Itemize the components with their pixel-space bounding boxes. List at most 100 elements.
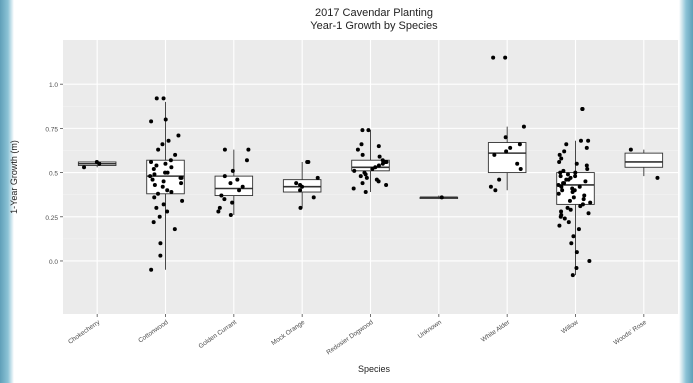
x-tick-label: Unknown <box>417 319 444 340</box>
data-point <box>246 147 251 152</box>
data-point <box>488 184 493 189</box>
data-point <box>351 186 356 191</box>
data-point <box>574 266 579 271</box>
data-point <box>557 159 562 164</box>
data-point <box>150 177 155 182</box>
data-point <box>558 170 563 175</box>
data-point <box>497 177 502 182</box>
data-point <box>222 174 227 179</box>
data-point <box>556 182 561 187</box>
data-point <box>508 145 513 150</box>
data-point <box>230 200 235 205</box>
data-point <box>560 188 565 193</box>
data-point <box>228 181 233 186</box>
data-point <box>566 177 571 182</box>
data-point <box>219 193 224 198</box>
data-point <box>148 174 153 179</box>
data-point <box>567 198 572 203</box>
data-point <box>165 209 170 214</box>
data-point <box>298 205 303 210</box>
data-point <box>377 154 382 159</box>
data-point <box>152 182 157 187</box>
data-point <box>564 142 569 147</box>
x-axis-ticks: Chokecherry Cottonwood Golden Currant Mock … <box>67 314 648 356</box>
data-point <box>573 174 578 179</box>
data-point <box>586 138 591 143</box>
data-point <box>492 152 497 157</box>
data-point <box>574 250 579 255</box>
data-point <box>565 172 570 177</box>
data-point <box>172 227 177 232</box>
y-tick-label: 0.5 <box>49 171 58 178</box>
data-point <box>160 184 165 189</box>
data-point <box>149 159 154 164</box>
data-point <box>580 106 585 111</box>
box-iqr <box>146 159 185 195</box>
data-point <box>517 142 522 147</box>
data-point <box>518 167 523 172</box>
data-point <box>584 145 589 150</box>
data-point <box>363 172 368 177</box>
data-point <box>556 191 561 196</box>
data-point <box>165 188 170 193</box>
data-point <box>384 182 389 187</box>
data-point <box>311 195 316 200</box>
data-point <box>583 179 588 184</box>
data-point <box>240 184 245 189</box>
data-point <box>161 96 166 101</box>
data-point <box>315 175 320 180</box>
data-point <box>149 267 154 272</box>
data-point <box>169 190 174 195</box>
data-point <box>152 172 157 177</box>
x-tick-label: Chokecherry <box>67 318 102 345</box>
data-point <box>228 213 233 218</box>
data-point <box>156 147 161 152</box>
box-iqr <box>351 159 390 172</box>
box-iqr <box>214 175 254 197</box>
data-point <box>166 138 171 143</box>
data-point <box>439 195 444 200</box>
data-point <box>559 209 564 214</box>
x-tick-label: Mock Orange <box>270 319 306 347</box>
data-point <box>222 147 227 152</box>
data-point <box>588 200 593 205</box>
y-axis-label: 1-Year Growth (m) <box>9 140 19 214</box>
data-point <box>163 161 168 166</box>
data-point <box>557 152 562 157</box>
data-point <box>655 175 660 180</box>
x-tick-label: Willow <box>560 319 580 336</box>
data-point <box>578 204 583 209</box>
box-cottonwood <box>146 101 185 270</box>
data-point <box>370 167 375 172</box>
data-point <box>176 133 181 138</box>
data-point <box>179 181 184 186</box>
data-point <box>558 214 563 219</box>
data-point <box>237 188 242 193</box>
data-point <box>154 163 159 168</box>
data-point <box>577 184 582 189</box>
data-point <box>360 128 365 133</box>
data-point <box>571 195 576 200</box>
data-point <box>569 241 574 246</box>
data-point <box>161 202 166 207</box>
data-point <box>559 156 564 161</box>
data-point <box>561 168 566 173</box>
y-tick-label: 0.0 <box>49 259 58 266</box>
data-point <box>364 175 369 180</box>
data-point <box>562 149 567 154</box>
data-point <box>359 142 364 147</box>
data-point <box>571 234 576 239</box>
data-point <box>587 258 592 263</box>
y-tick-label: 0.25 <box>45 215 58 222</box>
data-point <box>360 152 365 157</box>
data-point <box>503 135 508 140</box>
data-point <box>154 96 159 101</box>
data-point <box>493 188 498 193</box>
y-axis-ticks: 0.0 0.25 0.5 0.75 1.0 <box>45 82 63 266</box>
data-point <box>158 241 163 246</box>
data-point <box>160 142 165 147</box>
data-point <box>562 181 567 186</box>
data-point <box>298 188 303 193</box>
data-point <box>152 195 157 200</box>
